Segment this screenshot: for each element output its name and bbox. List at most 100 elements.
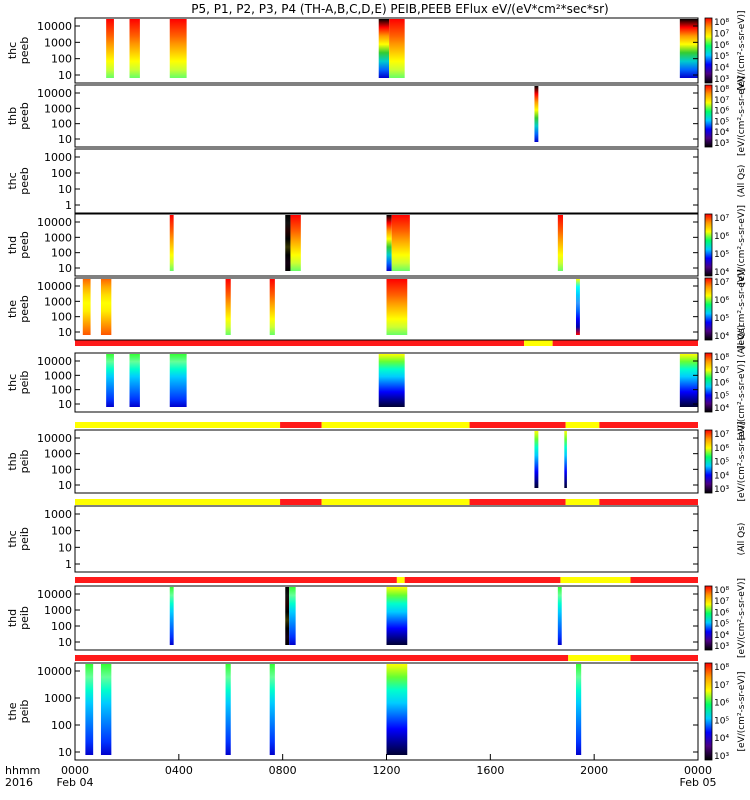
status-segment	[396, 577, 405, 583]
colorbar-tick-label: 10⁴	[714, 404, 729, 414]
y-tick-label: 100	[51, 53, 72, 66]
panel-frame	[74, 213, 699, 277]
y-tick-label: 10000	[37, 355, 72, 368]
spectrogram-burst	[285, 587, 290, 645]
spectrogram-burst	[391, 215, 410, 271]
status-segment	[321, 499, 470, 505]
y-tick-label: 1000	[44, 448, 72, 461]
panel-thd-peeb: 10 100 1000 10000 thd peeb 10⁴ 10⁵ 10⁶ 10⁷ [eV/(cm…	[6, 205, 747, 285]
colorbar-tick-label: 10⁷	[714, 278, 729, 288]
status-segment	[469, 422, 566, 428]
colorbar-tick-label: 10³	[714, 752, 729, 762]
y-tick-label: 10	[58, 398, 72, 411]
panel-label: the	[6, 702, 19, 720]
panel-label: thd	[6, 609, 19, 627]
colorbar-tick-label: 10⁵	[714, 52, 729, 62]
colorbar-unit-label: (All Qs)	[737, 165, 747, 198]
panel-frame	[74, 17, 699, 84]
colorbar-unit-label: [eV/(cm²-s-sr-eV)] (All Qs)	[737, 325, 747, 441]
spectrogram-burst	[679, 354, 698, 407]
colorbar	[704, 352, 713, 413]
colorbar-tick-label: 10⁴	[714, 631, 729, 641]
colorbar-tick-label: 10⁵	[714, 250, 729, 260]
panel-frame	[74, 148, 699, 214]
panel-thb-peib: 10 100 1000 10000 thb peib 10³ 10⁴ 10⁵ 10⁶ 10⁷ [eV/…	[6, 421, 747, 505]
y-tick-label: 10	[58, 69, 72, 82]
x-corner-label: hhmm	[5, 764, 40, 777]
x-date-label: Feb 05	[680, 776, 717, 789]
y-tick-label: 100	[51, 525, 72, 538]
spectrogram-burst	[106, 19, 114, 78]
panel-label: peib	[18, 527, 31, 551]
spectrogram-burst	[378, 354, 405, 407]
spectrogram-burst	[386, 587, 408, 645]
status-segment	[568, 655, 631, 661]
y-tick-label: 1000	[44, 231, 72, 244]
colorbar-tick-label: 10⁴	[714, 128, 729, 138]
spectrogram-burst	[169, 215, 174, 271]
colorbar-tick-label: 10⁵	[714, 716, 729, 726]
spectrogram-burst	[100, 664, 112, 755]
colorbar-tick-label: 10⁵	[714, 620, 729, 630]
spectrogram-burst	[85, 664, 94, 755]
colorbar-tick-label: 10⁶	[714, 107, 729, 117]
spectrogram-burst	[564, 431, 567, 488]
spectrogram-burst	[679, 19, 698, 78]
x-tick-label: 2000	[580, 764, 608, 777]
spectrogram-burst	[169, 354, 187, 407]
colorbar-unit-label: [eV/(cm²-s-sr-eV)]	[737, 671, 747, 751]
panel-label: peeb	[18, 37, 31, 65]
panel-the-peeb: 10 100 1000 10000 the peeb 10⁴ 10⁵ 10⁶ 10⁷ [eV/(cm…	[6, 269, 747, 349]
panel-label: thc	[6, 42, 19, 59]
panel-label: peib	[18, 700, 31, 724]
spectrogram-burst	[378, 19, 390, 78]
colorbar-unit-label: [eV/(cm²-s-sr-eV)]	[737, 578, 747, 658]
panel-thc-peeb: 1 10 100 1000 thc peeb (All Qs)	[6, 148, 747, 214]
spectrogram-burst	[269, 279, 275, 335]
panel-label: peib	[18, 450, 31, 474]
y-tick-label: 10000	[37, 432, 72, 445]
colorbar-unit-label: (All Qs)	[737, 523, 747, 556]
x-tick-label: 0400	[165, 764, 193, 777]
spectrogram-burst	[129, 354, 140, 407]
status-segment	[404, 577, 561, 583]
panel-the-peib: 10 100 1000 10000 the peib 10³ 10⁴ 10⁵ 10⁶ 10⁷ 10⁸ […	[6, 662, 747, 762]
x-corner-label: 2016	[5, 776, 33, 789]
colorbar-tick-label: 10⁶	[714, 232, 729, 242]
spectrogram-burst	[82, 279, 91, 335]
colorbar-unit-label: [eV/(cm²-s-sr-eV)]	[737, 76, 747, 156]
panel-label: peib	[18, 606, 31, 630]
panel-frame	[74, 277, 699, 341]
status-segment	[75, 340, 525, 346]
colorbar-tick-label: 10³	[714, 139, 729, 149]
spectrogram-burst	[534, 431, 539, 488]
status-segment	[552, 340, 698, 346]
x-tick-label: 0800	[269, 764, 297, 777]
status-segment	[75, 655, 569, 661]
colorbar	[704, 17, 713, 84]
spectrogram-burst	[557, 215, 564, 271]
y-tick-label: 10	[58, 636, 72, 649]
panel-label: peib	[18, 371, 31, 395]
colorbar	[704, 429, 713, 494]
colorbar-tick-label: 10³	[714, 485, 729, 495]
spectrogram-burst	[534, 86, 539, 142]
x-tick-label: 0000	[684, 764, 712, 777]
spectrogram-burst	[290, 215, 301, 271]
status-segment	[75, 577, 397, 583]
panel-frame	[74, 585, 699, 651]
panel-label: thb	[6, 452, 19, 470]
colorbar-tick-label: 10⁵	[714, 314, 729, 324]
y-tick-label: 10000	[37, 216, 72, 229]
spectrogram-burst	[386, 215, 392, 271]
colorbar-tick-label: 10⁶	[714, 608, 729, 618]
x-tick-label: 1200	[373, 764, 401, 777]
colorbar-tick-label: 10⁸	[714, 586, 729, 596]
y-tick-label: 1000	[44, 508, 72, 521]
y-tick-label: 100	[51, 167, 72, 180]
